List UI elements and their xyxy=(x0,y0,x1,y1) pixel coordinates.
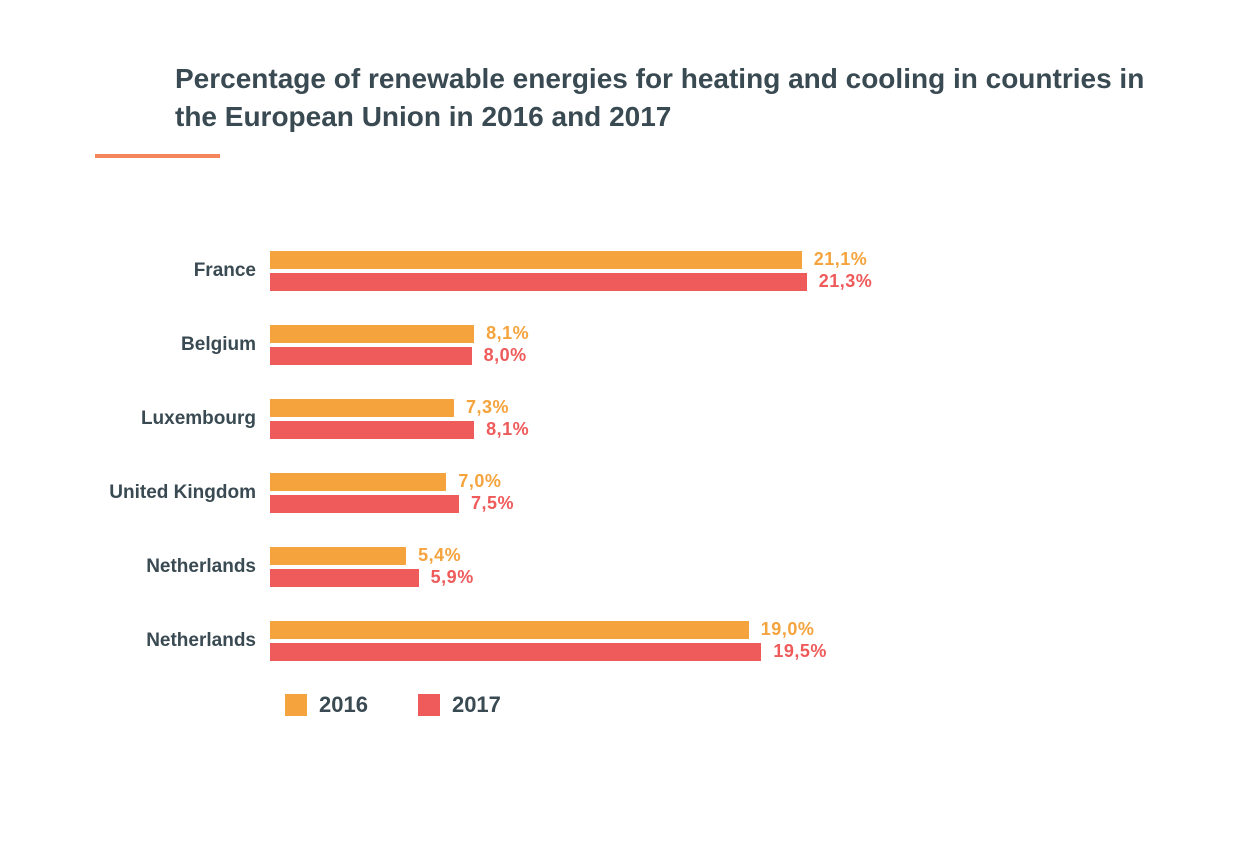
chart-title: Percentage of renewable energies for hea… xyxy=(175,60,1165,136)
bar-line: 21,1% xyxy=(270,250,1195,270)
bar-line: 7,3% xyxy=(270,398,1195,418)
bar-value-label: 7,3% xyxy=(466,397,509,418)
bar-value-label: 8,0% xyxy=(484,345,527,366)
bar-group: 5,4%5,9% xyxy=(270,544,1195,590)
bar-line: 5,9% xyxy=(270,568,1195,588)
bar-line: 7,5% xyxy=(270,494,1195,514)
bar-line: 8,1% xyxy=(270,324,1195,344)
bar-line: 8,1% xyxy=(270,420,1195,440)
legend-swatch xyxy=(418,694,440,716)
bar xyxy=(270,399,454,417)
category-label: Belgium xyxy=(95,334,270,356)
chart-row: Netherlands19,0%19,5% xyxy=(95,618,1195,664)
bar-value-label: 5,9% xyxy=(431,567,474,588)
bar-group: 21,1%21,3% xyxy=(270,248,1195,294)
bar-group: 19,0%19,5% xyxy=(270,618,1195,664)
bar xyxy=(270,495,459,513)
legend-swatch xyxy=(285,694,307,716)
bar xyxy=(270,569,419,587)
bar-value-label: 8,1% xyxy=(486,419,529,440)
legend-label: 2017 xyxy=(452,692,501,718)
bar-value-label: 7,0% xyxy=(458,471,501,492)
bar-value-label: 8,1% xyxy=(486,323,529,344)
category-label: Netherlands xyxy=(95,556,270,578)
bar-value-label: 5,4% xyxy=(418,545,461,566)
legend-item: 2016 xyxy=(285,692,368,718)
bar xyxy=(270,251,802,269)
bar xyxy=(270,325,474,343)
bar xyxy=(270,273,807,291)
chart-row: Luxembourg7,3%8,1% xyxy=(95,396,1195,442)
chart-row: France21,1%21,3% xyxy=(95,248,1195,294)
bar-line: 19,0% xyxy=(270,620,1195,640)
bar-line: 8,0% xyxy=(270,346,1195,366)
bar xyxy=(270,621,749,639)
bar-line: 19,5% xyxy=(270,642,1195,662)
legend-item: 2017 xyxy=(418,692,501,718)
bar-value-label: 21,3% xyxy=(819,271,873,292)
bar-value-label: 19,5% xyxy=(773,641,827,662)
category-label: United Kingdom xyxy=(95,482,270,504)
bar-line: 5,4% xyxy=(270,546,1195,566)
chart-row: Netherlands5,4%5,9% xyxy=(95,544,1195,590)
chart-legend: 2016 2017 xyxy=(285,692,1195,718)
category-label: France xyxy=(95,260,270,282)
bar-value-label: 19,0% xyxy=(761,619,815,640)
bar-group: 8,1%8,0% xyxy=(270,322,1195,368)
bar xyxy=(270,547,406,565)
bar-value-label: 7,5% xyxy=(471,493,514,514)
chart-row: Belgium8,1%8,0% xyxy=(95,322,1195,368)
bar xyxy=(270,473,446,491)
chart-rows: France21,1%21,3%Belgium8,1%8,0%Luxembour… xyxy=(95,248,1195,664)
category-label: Luxembourg xyxy=(95,408,270,430)
bar xyxy=(270,643,761,661)
bar-value-label: 21,1% xyxy=(814,249,868,270)
bar xyxy=(270,347,472,365)
bar-group: 7,0%7,5% xyxy=(270,470,1195,516)
legend-label: 2016 xyxy=(319,692,368,718)
bar-line: 7,0% xyxy=(270,472,1195,492)
category-label: Netherlands xyxy=(95,630,270,652)
bar xyxy=(270,421,474,439)
chart-container: Percentage of renewable energies for hea… xyxy=(95,60,1195,718)
bar-line: 21,3% xyxy=(270,272,1195,292)
title-accent-rule xyxy=(95,154,220,158)
chart-row: United Kingdom7,0%7,5% xyxy=(95,470,1195,516)
bar-group: 7,3%8,1% xyxy=(270,396,1195,442)
